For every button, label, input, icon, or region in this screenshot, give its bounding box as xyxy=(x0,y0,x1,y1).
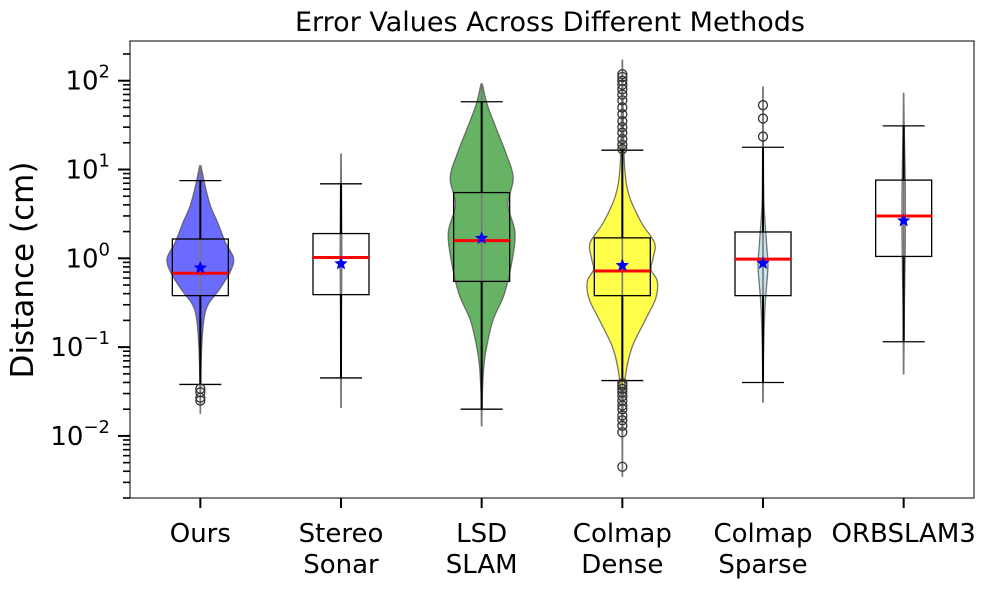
x-tick-label: Colmap Sparse xyxy=(713,519,812,580)
mean-marker xyxy=(474,231,489,245)
mean-marker xyxy=(193,260,208,274)
y-tick-label: 10−2 xyxy=(50,417,110,452)
outlier-point xyxy=(617,133,628,145)
outlier-point xyxy=(195,383,206,394)
outlier-point xyxy=(757,113,769,124)
series-group-2 xyxy=(312,153,370,408)
x-tick-label-line: Colmap xyxy=(713,519,812,549)
outlier-point xyxy=(757,131,769,142)
x-tick-label: Colmap Dense xyxy=(573,519,672,580)
outlier-point xyxy=(617,109,628,120)
outlier-point xyxy=(617,427,628,438)
outlier-point xyxy=(617,116,628,127)
outlier-point xyxy=(617,143,628,155)
plot-frame xyxy=(129,40,975,499)
y-tick-base: 10 xyxy=(65,244,98,274)
x-tick-label-line: ORBSLAM3 xyxy=(832,519,976,549)
series-group-6 xyxy=(875,92,933,375)
outlier-point xyxy=(617,395,628,406)
y-tick-label: 10−1 xyxy=(50,328,110,363)
x-tick-label-line: Dense xyxy=(581,550,663,580)
outlier-point xyxy=(757,100,769,111)
y-axis-label: Distance (cm) xyxy=(5,162,41,379)
outlier-point xyxy=(617,415,628,426)
y-tick-base: 10 xyxy=(50,422,83,452)
y-tick-base: 10 xyxy=(65,156,98,186)
x-tick-label: ORBSLAM3 xyxy=(832,519,976,549)
y-tick-label: 101 xyxy=(65,151,110,186)
box-iqr xyxy=(171,238,229,297)
mean-marker xyxy=(896,213,911,227)
outlier-point xyxy=(617,461,628,472)
x-tick-label: LSD SLAM xyxy=(446,519,518,580)
outlier-point xyxy=(617,71,628,83)
y-tick-label: 100 xyxy=(65,239,110,274)
y-tick-base: 10 xyxy=(50,333,83,363)
x-tick-label-line: Colmap xyxy=(573,519,672,549)
x-tick-label-line: Ours xyxy=(170,519,231,549)
outlier-point xyxy=(617,139,628,150)
y-tick-exponent: 0 xyxy=(99,239,110,260)
series-group-1 xyxy=(166,165,235,414)
box-iqr xyxy=(875,179,933,258)
y-tick-exponent: 2 xyxy=(99,62,110,83)
box-iqr xyxy=(453,191,511,283)
chart-title: Error Values Across Different Methods xyxy=(295,7,805,38)
outlier-point xyxy=(617,420,628,431)
outlier-point xyxy=(617,89,628,100)
x-tick-label-line: Sparse xyxy=(718,550,807,580)
y-tick-base: 10 xyxy=(65,67,98,97)
outlier-point xyxy=(617,410,628,421)
outlier-point xyxy=(617,69,628,80)
x-tick-label: Ours xyxy=(170,519,231,549)
mean-marker xyxy=(615,258,630,272)
y-tick-exponent: 1 xyxy=(99,151,110,172)
y-tick-label: 102 xyxy=(65,62,110,97)
mean-marker xyxy=(756,255,770,270)
outlier-point xyxy=(617,391,628,402)
outlier-point xyxy=(617,79,628,90)
outlier-point xyxy=(617,102,628,113)
box-iqr xyxy=(312,232,370,296)
x-tick-label: Stereo Sonar xyxy=(299,519,384,580)
outlier-point xyxy=(617,95,628,106)
x-tick-label-line: Stereo xyxy=(299,519,384,549)
x-tick-label-line: Sonar xyxy=(303,550,379,580)
y-tick-exponent: −1 xyxy=(83,328,110,349)
box-iqr xyxy=(593,237,651,297)
outlier-point xyxy=(617,75,628,86)
outlier-point xyxy=(195,387,206,398)
series-group-4 xyxy=(586,59,659,478)
outlier-point xyxy=(617,121,628,133)
box-iqr xyxy=(734,231,792,297)
y-tick-exponent: −2 xyxy=(83,417,110,438)
series-group-5 xyxy=(734,86,792,403)
x-tick-label-line: SLAM xyxy=(446,550,518,580)
outlier-point xyxy=(617,378,628,389)
outlier-point xyxy=(617,383,628,394)
series-group-3 xyxy=(447,83,516,427)
x-tick-label-line: LSD xyxy=(456,519,507,549)
mean-marker xyxy=(334,256,348,270)
outlier-point xyxy=(617,127,628,138)
outlier-point xyxy=(195,395,206,406)
